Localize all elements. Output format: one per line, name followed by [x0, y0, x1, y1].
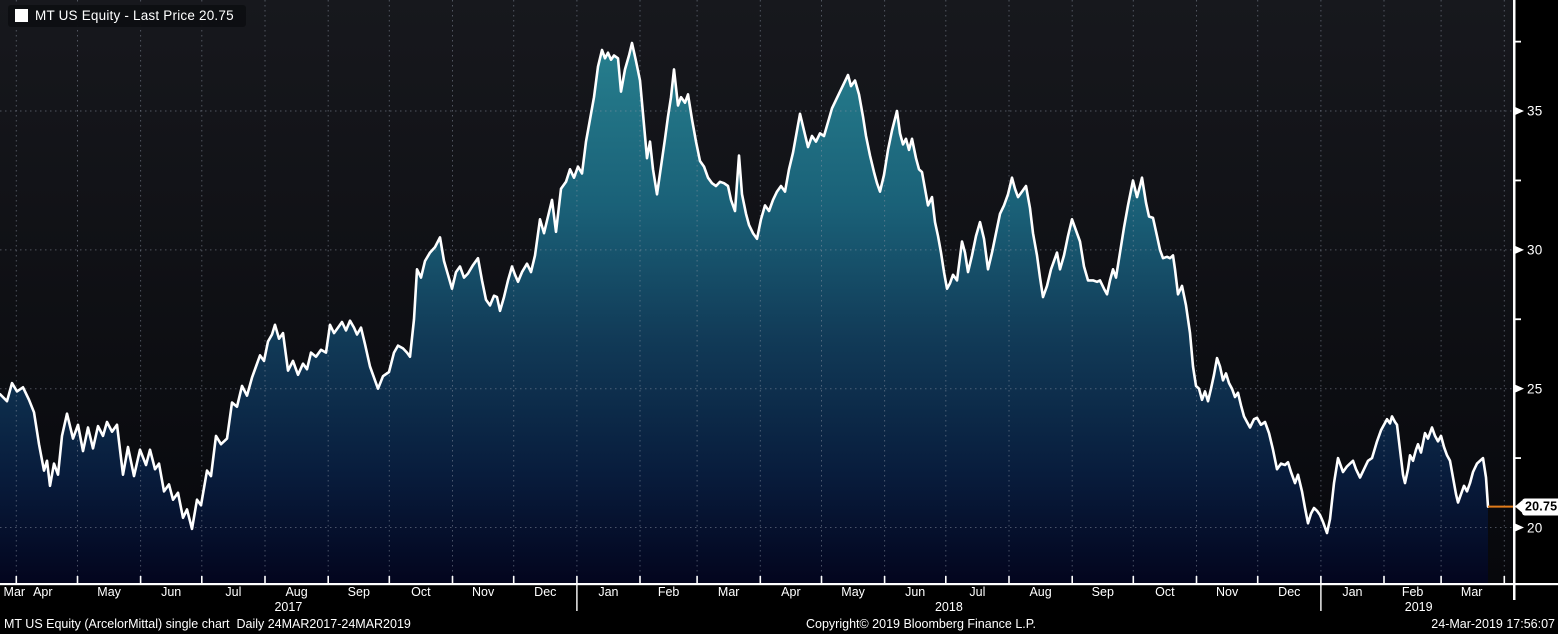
x-axis-month-label: Nov	[1215, 585, 1239, 599]
x-axis-year-label: 2018	[934, 600, 963, 614]
x-axis-month-label: May	[97, 585, 121, 599]
chart-description: MT US Equity (ArcelorMittal) single char…	[4, 617, 411, 631]
timestamp: 24-Mar-2019 17:56:07	[1431, 617, 1555, 631]
x-axis-month-label: Jun	[905, 585, 926, 599]
x-axis-month-label: Apr	[781, 585, 801, 599]
x-axis-month-label: Apr	[33, 585, 53, 599]
x-axis-month-label: Jul	[225, 585, 242, 599]
x-axis-month-label: Jul	[969, 585, 986, 599]
x-axis-month-label: Dec	[1278, 585, 1301, 599]
x-axis-month-label: Aug	[285, 585, 308, 599]
y-axis-price-label: 30	[1527, 242, 1543, 258]
x-axis-month-label: Sep	[1091, 585, 1114, 599]
x-axis-month-label: Mar	[1460, 585, 1483, 599]
x-axis-year-label: 2017	[274, 600, 303, 614]
last-price-value: 20.75	[1525, 499, 1558, 514]
x-axis-month-label: Sep	[347, 585, 370, 599]
x-axis-month-label: Mar	[717, 585, 740, 599]
x-axis-month-label: Oct	[1155, 585, 1175, 599]
x-axis-year-label: 2019	[1404, 600, 1433, 614]
copyright-text: Copyright© 2019 Bloomberg Finance L.P.	[806, 617, 1036, 631]
x-axis-month-label: Feb	[657, 585, 680, 599]
x-axis-month-label: Oct	[411, 585, 431, 599]
legend[interactable]: MT US Equity - Last Price 20.75	[8, 5, 246, 27]
y-axis-price-label: 35	[1527, 103, 1543, 119]
price-chart[interactable]	[0, 0, 1558, 613]
x-axis-month-label: Dec	[534, 585, 557, 599]
last-price-badge: 20.75	[1522, 498, 1558, 516]
x-axis-month-label: Aug	[1029, 585, 1052, 599]
x-axis-month-label: May	[841, 585, 865, 599]
y-axis-price-label: 20	[1527, 520, 1543, 535]
x-axis-month-label: Feb	[1401, 585, 1424, 599]
status-bar: MT US Equity (ArcelorMittal) single char…	[0, 614, 1558, 634]
x-axis-month-label: Jan	[1342, 585, 1363, 599]
legend-label: MT US Equity - Last Price 20.75	[35, 8, 234, 23]
x-axis-month-label: Jan	[598, 585, 619, 599]
series-swatch-icon	[15, 9, 28, 22]
x-axis-month-label: Nov	[471, 585, 495, 599]
x-axis-month-label: Mar	[3, 585, 26, 599]
y-axis-price-label: 25	[1527, 381, 1543, 397]
x-axis-month-label: Jun	[161, 585, 182, 599]
